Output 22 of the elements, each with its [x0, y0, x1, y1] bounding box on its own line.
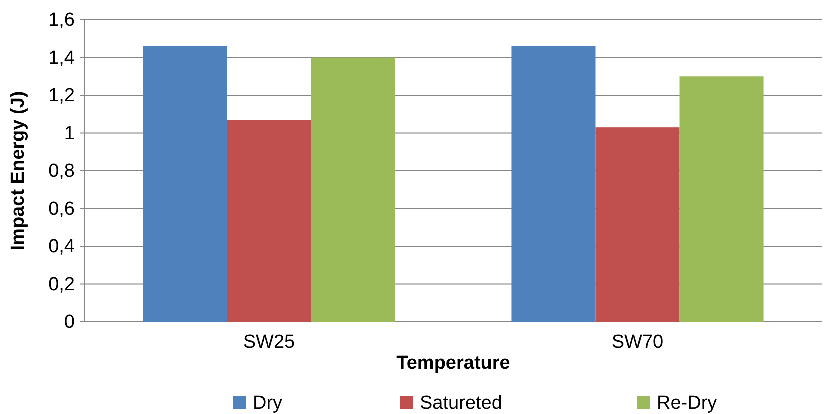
bar — [512, 46, 596, 322]
bar — [227, 120, 312, 322]
y-tick-label: 0,2 — [48, 274, 75, 296]
y-tick-label: 1,6 — [48, 10, 75, 32]
y-tick-label: 1 — [64, 123, 75, 144]
x-tick-label: SW70 — [612, 332, 664, 353]
y-tick-label: 1,2 — [48, 86, 75, 107]
legend-label: Re-Dry — [657, 393, 718, 414]
y-axis-title: Impact Energy (J) — [8, 91, 29, 251]
bar — [596, 128, 680, 322]
bar — [680, 76, 764, 322]
y-tick-label: 0,6 — [48, 198, 75, 220]
x-tick-label: SW25 — [243, 332, 296, 353]
y-tick-label: 0 — [64, 312, 75, 334]
y-tick-label: 1,4 — [48, 48, 76, 69]
y-tick-label: 0,8 — [48, 161, 75, 182]
legend-label: Satureted — [420, 393, 502, 414]
y-tick-label: 0,4 — [48, 236, 76, 258]
legend-label: Dry — [253, 393, 284, 414]
bar — [143, 46, 228, 322]
x-axis-title: Temperature — [396, 353, 510, 374]
bar — [311, 58, 396, 322]
